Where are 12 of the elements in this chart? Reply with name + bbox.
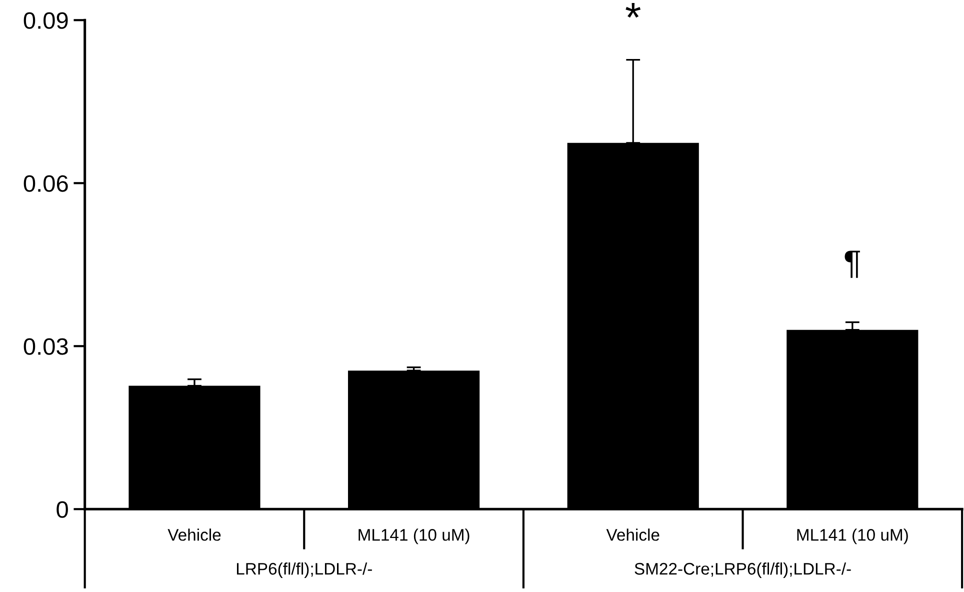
y-tick-label: 0.06 [24,175,68,192]
text: LRP6(fl/fl);LDLR-/- [236,562,372,578]
text: SM22-Cre;LRP6(fl/fl);LDLR-/- [634,562,851,578]
y-tick-label: 0 [56,501,68,518]
annotation: ¶ [844,250,860,278]
x-tick-label: Vehicle [606,528,660,541]
y-tick-label: 0.09 [24,12,68,29]
text: * [626,3,641,18]
x-tick-label: ML141 (10 uM) [358,528,470,544]
x-tick-label: Vehicle [168,528,221,541]
y-tick-label: 0.03 [24,338,68,355]
x-tick-label: ML141 (10 uM) [797,528,908,544]
